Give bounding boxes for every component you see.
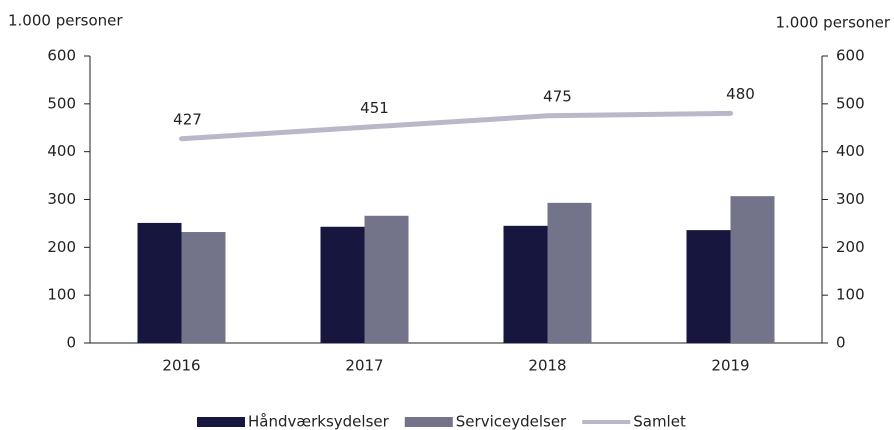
y2-tick-label: 600 [836,47,865,65]
bar [547,202,592,343]
x-tick-label: 2019 [711,357,749,375]
y-axis-label: 1.000 personer [8,12,123,30]
data-label: 475 [543,87,572,105]
legend-swatch [404,417,453,427]
y-tick-label: 100 [47,286,76,304]
bar [181,232,226,343]
y2-tick-label: 200 [836,238,865,256]
line [179,110,733,142]
y-tick-label: 0 [66,334,76,352]
bar [320,226,365,343]
y-tick-label: 200 [47,238,76,256]
y2-axis-label: 1.000 personer [775,14,890,32]
bar [137,222,182,343]
bar [730,196,775,343]
y2-tick-label: 400 [836,142,865,160]
data-label: 480 [726,85,755,103]
y2-tick-label: 300 [836,190,865,208]
bar [364,215,409,343]
bar [503,225,548,343]
y2-tick-label: 500 [836,94,865,112]
legend-swatch [197,417,245,427]
y-tick-label: 500 [47,94,76,112]
y-tick-label: 400 [47,142,76,160]
legend-label: Håndværksydelser [248,413,390,430]
x-tick-label: 2018 [528,357,566,375]
x-tick-label: 2016 [162,357,200,375]
legend-label: Serviceydelser [456,413,567,430]
x-tick-label: 2017 [345,357,383,375]
y-tick-label: 300 [47,190,76,208]
y-tick-label: 600 [47,47,76,65]
y2-tick-label: 0 [836,334,846,352]
data-label: 451 [360,99,389,117]
bar [686,230,731,343]
legend-label: Samlet [633,413,686,430]
y2-tick-label: 100 [836,286,865,304]
data-label: 427 [173,110,202,128]
